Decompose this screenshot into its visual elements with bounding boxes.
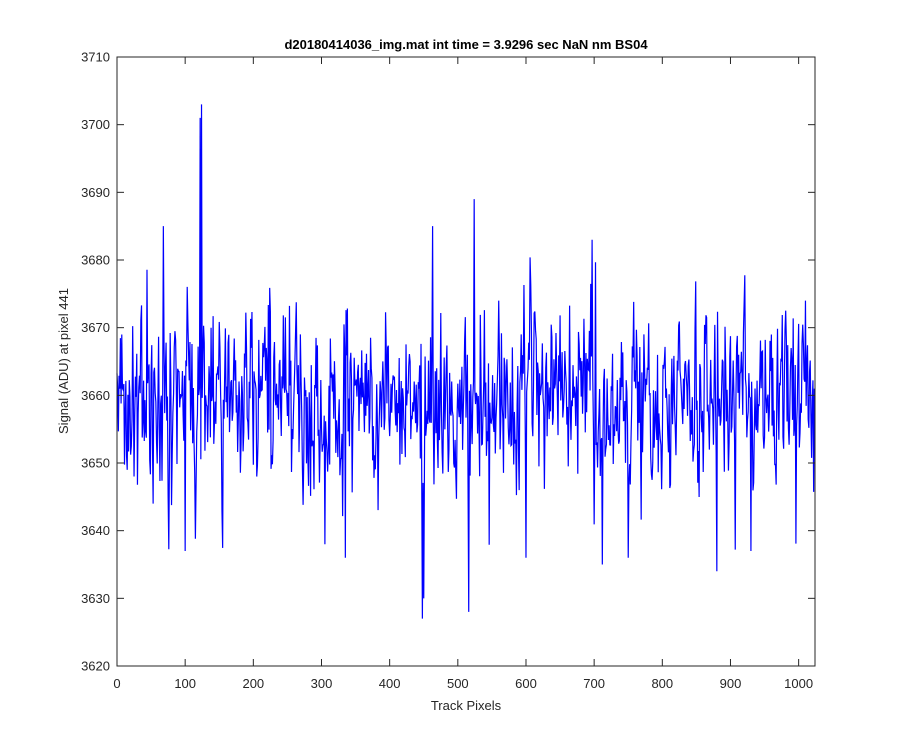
series-line xyxy=(116,104,815,619)
chart-title: d20180414036_img.mat int time = 3.9296 s… xyxy=(284,37,648,52)
y-tick-label: 3640 xyxy=(81,523,110,538)
x-tick-label: 0 xyxy=(113,676,120,691)
y-tick-label: 3630 xyxy=(81,591,110,606)
y-tick-label: 3670 xyxy=(81,320,110,335)
x-tick-label: 600 xyxy=(515,676,537,691)
y-tick-label: 3680 xyxy=(81,253,110,268)
y-tick-label: 3620 xyxy=(81,659,110,674)
axes-box xyxy=(116,56,816,667)
y-tick-label: 3700 xyxy=(81,117,110,132)
x-tick-label: 800 xyxy=(651,676,673,691)
y-tick-label: 3690 xyxy=(81,185,110,200)
y-tick-label: 3710 xyxy=(81,50,110,65)
ticks-layer: 0 100 200 300 400 500 600 700 800 900 1000 3620 3630… xyxy=(81,50,815,691)
y-tick-label: 3650 xyxy=(81,456,110,471)
x-tick-label: 900 xyxy=(720,676,742,691)
x-tick-label: 400 xyxy=(379,676,401,691)
x-tick-label: 700 xyxy=(583,676,605,691)
x-tick-label: 200 xyxy=(242,676,264,691)
data-layer xyxy=(116,104,815,619)
y-tick-label: 3660 xyxy=(81,388,110,403)
x-tick-label: 300 xyxy=(311,676,333,691)
x-axis-label: Track Pixels xyxy=(431,698,502,713)
y-axis-label: Signal (ADU) at pixel 441 xyxy=(56,288,71,434)
x-tick-label: 100 xyxy=(174,676,196,691)
x-tick-label: 500 xyxy=(447,676,469,691)
x-tick-label: 1000 xyxy=(784,676,813,691)
